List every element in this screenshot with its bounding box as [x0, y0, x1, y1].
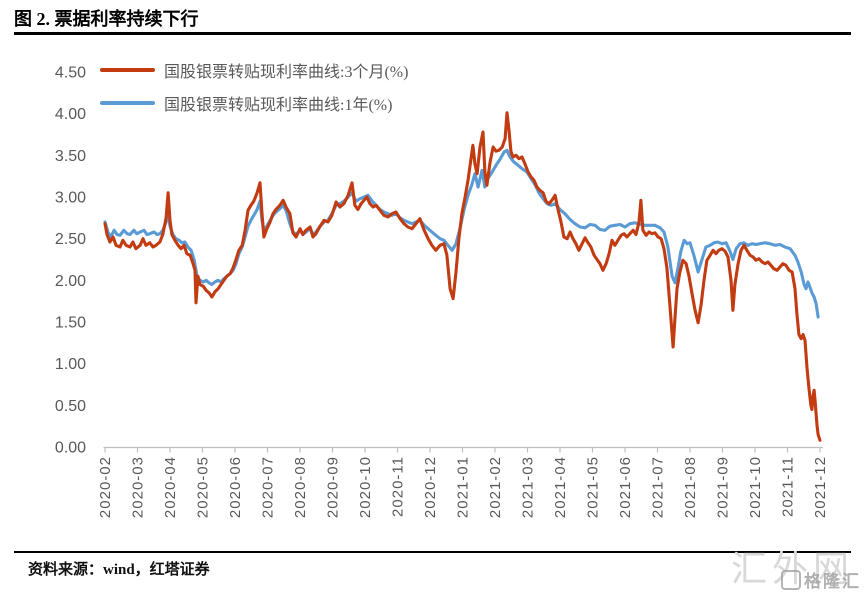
legend-label-1y: 国股银票转贴现利率曲线:1年(%): [164, 97, 393, 114]
y-axis-label: 0.50: [55, 398, 86, 415]
footer-divider: [14, 551, 851, 553]
x-axis-label: 2020-05: [195, 456, 212, 518]
y-axis-label: 4.50: [55, 65, 86, 82]
x-axis-label: 2020-07: [260, 456, 277, 518]
x-axis-label: 2020-08: [292, 456, 309, 518]
legend-item-1y: 国股银票转贴现利率曲线:1年(%): [100, 91, 408, 115]
watermark-logo-label: 格隆汇: [804, 572, 861, 591]
y-axis-label: 3.00: [55, 190, 86, 207]
x-axis-label: 2021-08: [682, 456, 699, 518]
chart-legend: 国股银票转贴现利率曲线:3个月(%) 国股银票转贴现利率曲线:1年(%): [100, 58, 408, 124]
x-axis-label: 2021-05: [585, 456, 602, 518]
y-axis-label: 4.00: [55, 106, 86, 123]
x-axis-label: 2021-04: [552, 456, 569, 518]
legend-swatch-1y-line: [100, 100, 155, 106]
x-axis-label: 2020-11: [390, 456, 407, 517]
x-axis-label: 2020-12: [422, 456, 439, 518]
y-axis-label: 2.50: [55, 231, 86, 248]
x-axis-label: 2021-07: [650, 456, 667, 518]
y-axis-label: 1.00: [55, 356, 86, 373]
y-axis-label: 3.50: [55, 148, 86, 165]
y-axis-label: 0.00: [55, 440, 86, 457]
x-axis-label: 2020-10: [357, 456, 374, 518]
title-divider: [14, 32, 851, 35]
gelonghui-logo-icon: [781, 569, 801, 590]
x-axis-label: 2021-10: [747, 456, 764, 518]
x-axis-label: 2021-09: [715, 456, 732, 518]
series-line-1y: [103, 148, 820, 319]
x-axis-label: 2020-06: [227, 456, 244, 518]
x-axis-label: 2021-11: [780, 456, 797, 517]
x-axis-label: 2021-12: [812, 456, 829, 518]
series-line-3m: [103, 111, 822, 442]
watermark-logo: 格隆汇: [781, 567, 861, 592]
x-axis-label: 2020-09: [325, 456, 342, 518]
x-axis-label: 2020-04: [162, 456, 179, 518]
page-title: 图 2. 票据利率持续下行: [14, 9, 199, 29]
watermark-text: 汇外网: [731, 548, 855, 589]
x-axis-label: 2021-03: [520, 456, 537, 518]
legend-swatch-3m-line: [100, 67, 155, 73]
legend-label-3m: 国股银票转贴现利率曲线:3个月(%): [164, 64, 409, 81]
y-axis-label: 1.50: [55, 315, 86, 332]
x-axis-label: 2021-06: [617, 456, 634, 518]
legend-item-3m: 国股银票转贴现利率曲线:3个月(%): [100, 58, 408, 82]
source-note: 资料来源：wind，红塔证券: [28, 562, 210, 578]
x-axis-label: 2021-01: [455, 456, 472, 518]
x-axis-label: 2020-02: [97, 456, 114, 518]
x-axis-label: 2021-02: [487, 456, 504, 518]
y-axis-label: 2.00: [55, 273, 86, 290]
x-axis-label: 2020-03: [130, 456, 147, 518]
